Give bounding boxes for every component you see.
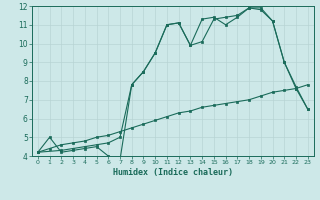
- X-axis label: Humidex (Indice chaleur): Humidex (Indice chaleur): [113, 168, 233, 177]
